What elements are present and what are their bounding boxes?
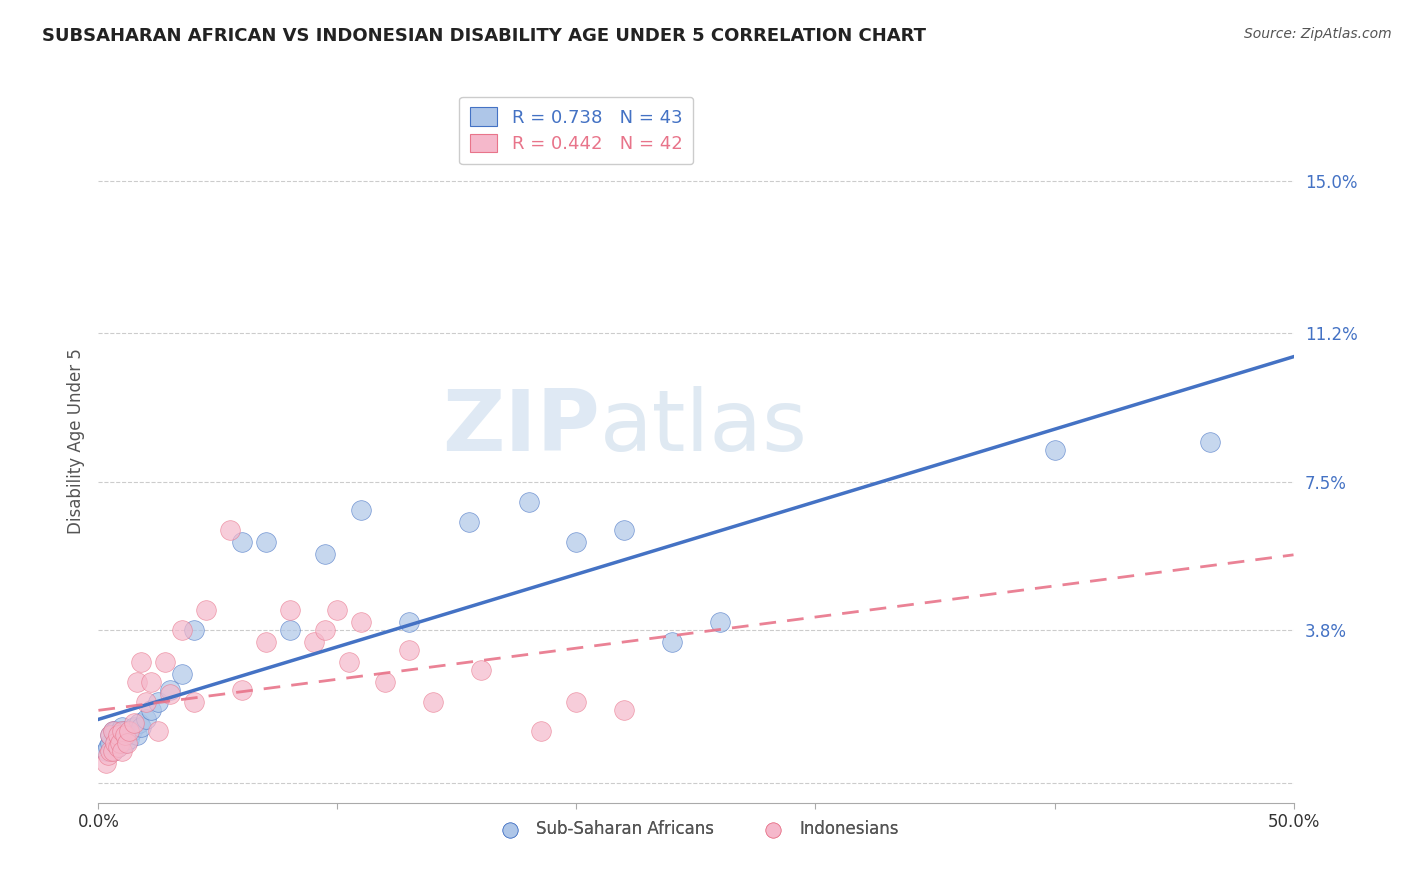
Point: [315, 623, 337, 637]
Point: [302, 635, 325, 649]
Point: [350, 615, 373, 630]
Point: [104, 723, 127, 738]
Point: [125, 728, 148, 742]
Point: [108, 735, 131, 749]
Point: [422, 696, 444, 710]
Point: [565, 696, 588, 710]
Point: [139, 703, 162, 717]
Point: [172, 667, 194, 681]
Point: [254, 534, 277, 549]
Point: [115, 735, 138, 749]
Point: [98, 728, 122, 742]
Point: [326, 603, 349, 617]
Point: [374, 675, 396, 690]
Text: atlas: atlas: [600, 385, 808, 468]
Text: Source: ZipAtlas.com: Source: ZipAtlas.com: [1244, 27, 1392, 41]
Text: ZIP: ZIP: [443, 385, 600, 468]
Point: [135, 712, 157, 726]
Point: [97, 747, 120, 762]
Point: [98, 735, 122, 749]
Point: [108, 723, 131, 738]
Point: [350, 502, 373, 516]
Point: [315, 547, 337, 561]
Point: [101, 723, 124, 738]
Point: [101, 744, 124, 758]
Point: [107, 739, 129, 754]
Point: [470, 664, 492, 678]
Point: [517, 494, 540, 508]
Point: [101, 744, 124, 758]
Point: [398, 643, 420, 657]
Point: [111, 723, 134, 738]
Point: [613, 523, 636, 537]
Point: [111, 719, 134, 733]
Point: [1199, 434, 1222, 449]
Point: [107, 728, 129, 742]
Point: [121, 723, 143, 738]
Point: [124, 719, 146, 733]
Point: [98, 728, 122, 742]
Point: [1043, 442, 1066, 457]
Point: [159, 683, 181, 698]
Point: [118, 731, 141, 746]
Point: [565, 534, 588, 549]
Point: [125, 675, 148, 690]
Point: [159, 687, 181, 701]
Point: [195, 603, 218, 617]
Point: [108, 735, 131, 749]
Text: SUBSAHARAN AFRICAN VS INDONESIAN DISABILITY AGE UNDER 5 CORRELATION CHART: SUBSAHARAN AFRICAN VS INDONESIAN DISABIL…: [42, 27, 927, 45]
Point: [118, 723, 141, 738]
Point: [107, 728, 129, 742]
Point: [111, 731, 134, 746]
Point: [155, 655, 177, 669]
Point: [111, 744, 134, 758]
Point: [661, 635, 683, 649]
Point: [124, 715, 146, 730]
Point: [278, 623, 301, 637]
Point: [148, 723, 170, 738]
Point: [339, 655, 361, 669]
Point: [398, 615, 420, 630]
Point: [115, 728, 138, 742]
Point: [458, 515, 481, 529]
Point: [139, 675, 162, 690]
Point: [114, 735, 136, 749]
Point: [131, 655, 153, 669]
Point: [131, 719, 153, 733]
Point: [104, 735, 127, 749]
Y-axis label: Disability Age Under 5: Disability Age Under 5: [66, 349, 84, 534]
Point: [94, 756, 117, 770]
Point: [172, 623, 194, 637]
Point: [128, 715, 150, 730]
Point: [613, 703, 636, 717]
Point: [254, 635, 277, 649]
Point: [135, 696, 157, 710]
Point: [530, 723, 553, 738]
Point: [101, 723, 124, 738]
Point: [231, 683, 253, 698]
Point: [278, 603, 301, 617]
Point: [183, 696, 205, 710]
Point: [183, 623, 205, 637]
Point: [219, 523, 242, 537]
Point: [94, 744, 117, 758]
Point: [97, 739, 120, 754]
Point: [114, 723, 136, 738]
Point: [114, 728, 136, 742]
Point: [98, 744, 122, 758]
Legend: Sub-Saharan Africans, Indonesians: Sub-Saharan Africans, Indonesians: [486, 814, 905, 845]
Point: [709, 615, 731, 630]
Point: [107, 739, 129, 754]
Point: [231, 534, 253, 549]
Point: [148, 696, 170, 710]
Point: [104, 735, 127, 749]
